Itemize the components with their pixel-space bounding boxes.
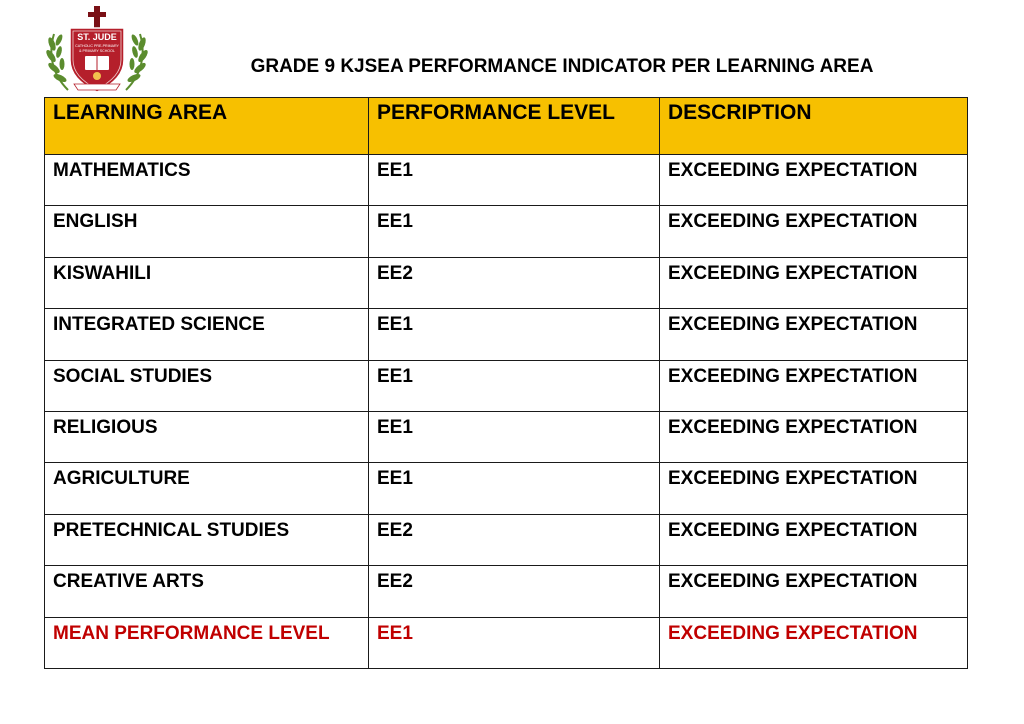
performance-level-cell: EE2 bbox=[368, 513, 660, 567]
performance-level-cell: EE2 bbox=[368, 565, 660, 618]
learning-area-cell: RELIGIOUS bbox=[44, 410, 369, 464]
table-row: INTEGRATED SCIENCE EE1 EXCEEDING EXPECTA… bbox=[44, 308, 968, 361]
school-crest-logo: ST. JUDE CATHOLIC PRE-PRIMARY & PRIMARY … bbox=[46, 6, 148, 93]
table-row: CREATIVE ARTS EE2 EXCEEDING EXPECTATION bbox=[44, 565, 968, 618]
description-cell: EXCEEDING EXPECTATION bbox=[659, 308, 968, 361]
performance-level-cell: EE2 bbox=[368, 256, 660, 310]
learning-area-cell: CREATIVE ARTS bbox=[44, 565, 369, 618]
mean-performance-row: MEAN PERFORMANCE LEVEL EE1 EXCEEDING EXP… bbox=[44, 616, 968, 669]
description-cell: EXCEEDING EXPECTATION bbox=[659, 256, 968, 310]
learning-area-cell: KISWAHILI bbox=[44, 256, 369, 310]
header-description: DESCRIPTION bbox=[659, 97, 968, 155]
learning-area-cell: INTEGRATED SCIENCE bbox=[44, 308, 369, 361]
table-row: PRETECHNICAL STUDIES EE2 EXCEEDING EXPEC… bbox=[44, 513, 968, 567]
learning-area-cell: SOCIAL STUDIES bbox=[44, 359, 369, 412]
book-emblem-icon bbox=[85, 56, 109, 80]
logo-subtitle-line1: CATHOLIC PRE-PRIMARY bbox=[75, 44, 119, 48]
header-performance-level: PERFORMANCE LEVEL bbox=[368, 97, 660, 155]
description-cell: EXCEEDING EXPECTATION bbox=[659, 410, 968, 464]
logo-name: ST. JUDE bbox=[77, 32, 117, 42]
ribbon-banner bbox=[73, 83, 121, 91]
description-cell: EXCEEDING EXPECTATION bbox=[659, 462, 968, 515]
performance-level-cell: EE1 bbox=[368, 359, 660, 412]
performance-level-cell: EE1 bbox=[368, 153, 660, 207]
mean-learning-area-cell: MEAN PERFORMANCE LEVEL bbox=[44, 616, 369, 669]
laurel-left-icon bbox=[46, 33, 69, 91]
cross-icon bbox=[88, 6, 106, 28]
performance-table: LEARNING AREA PERFORMANCE LEVEL DESCRIPT… bbox=[44, 97, 968, 669]
logo-subtitle-line2: & PRIMARY SCHOOL bbox=[79, 49, 115, 53]
description-cell: EXCEEDING EXPECTATION bbox=[659, 565, 968, 618]
performance-level-cell: EE1 bbox=[368, 205, 660, 258]
description-cell: EXCEEDING EXPECTATION bbox=[659, 359, 968, 412]
table-row: RELIGIOUS EE1 EXCEEDING EXPECTATION bbox=[44, 410, 968, 464]
table-row: AGRICULTURE EE1 EXCEEDING EXPECTATION bbox=[44, 462, 968, 515]
learning-area-cell: AGRICULTURE bbox=[44, 462, 369, 515]
laurel-right-icon bbox=[125, 33, 148, 91]
learning-area-cell: PRETECHNICAL STUDIES bbox=[44, 513, 369, 567]
document-title: GRADE 9 KJSEA PERFORMANCE INDICATOR PER … bbox=[250, 56, 874, 77]
mean-description-cell: EXCEEDING EXPECTATION bbox=[659, 616, 968, 669]
header-learning-area: LEARNING AREA bbox=[44, 97, 369, 155]
table-row: KISWAHILI EE2 EXCEEDING EXPECTATION bbox=[44, 256, 968, 310]
description-cell: EXCEEDING EXPECTATION bbox=[659, 153, 968, 207]
performance-level-cell: EE1 bbox=[368, 308, 660, 361]
learning-area-cell: MATHEMATICS bbox=[44, 153, 369, 207]
description-cell: EXCEEDING EXPECTATION bbox=[659, 205, 968, 258]
description-cell: EXCEEDING EXPECTATION bbox=[659, 513, 968, 567]
table-row: MATHEMATICS EE1 EXCEEDING EXPECTATION bbox=[44, 153, 968, 207]
table-row: SOCIAL STUDIES EE1 EXCEEDING EXPECTATION bbox=[44, 359, 968, 412]
table-header-row: LEARNING AREA PERFORMANCE LEVEL DESCRIPT… bbox=[44, 97, 968, 155]
learning-area-cell: ENGLISH bbox=[44, 205, 369, 258]
mean-performance-level-cell: EE1 bbox=[368, 616, 660, 669]
performance-level-cell: EE1 bbox=[368, 410, 660, 464]
table-row: ENGLISH EE1 EXCEEDING EXPECTATION bbox=[44, 205, 968, 258]
performance-level-cell: EE1 bbox=[368, 462, 660, 515]
